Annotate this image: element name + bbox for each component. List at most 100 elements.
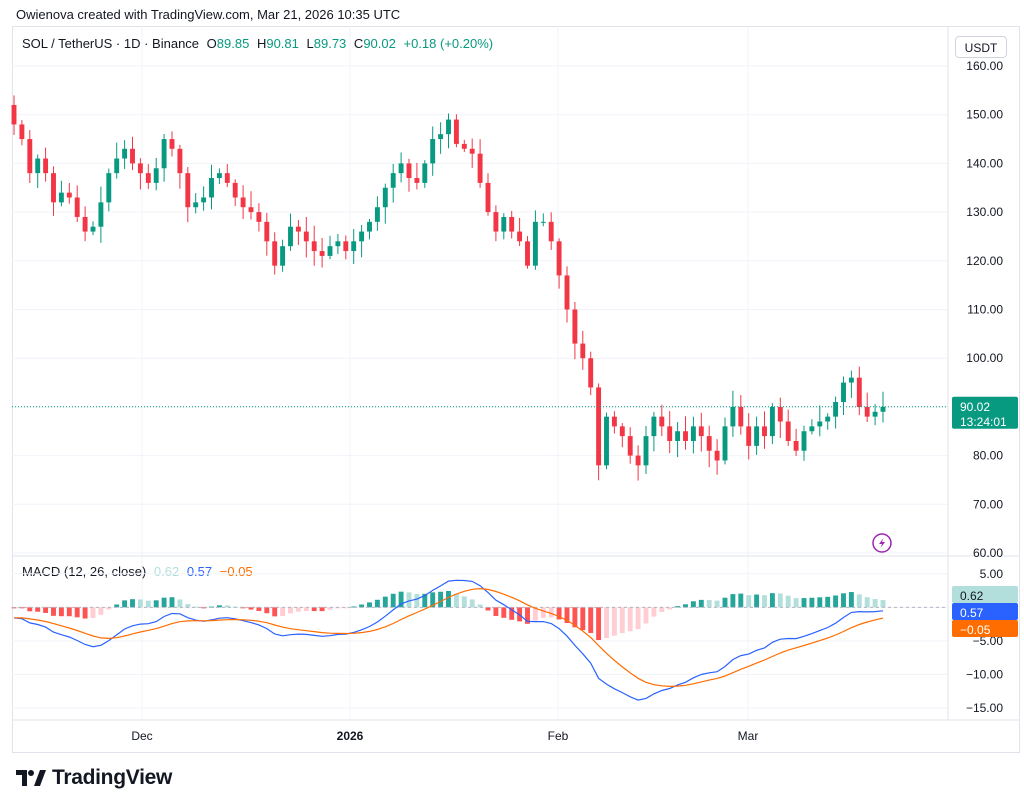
candle bbox=[367, 218, 372, 240]
candle-body bbox=[572, 309, 578, 344]
macd-title[interactable]: MACD (12, 26, close) bbox=[22, 564, 147, 579]
price-tick-label: 70.00 bbox=[973, 497, 1003, 511]
macd-hist-bar bbox=[351, 606, 357, 608]
candle bbox=[517, 217, 523, 247]
time-tick-label: Mar bbox=[738, 729, 759, 743]
candle-body bbox=[295, 226, 301, 232]
candle-body bbox=[651, 416, 657, 437]
macd-hist-bar bbox=[548, 607, 554, 618]
currency-unit-button[interactable]: USDT bbox=[955, 36, 1007, 58]
candle-body bbox=[706, 436, 712, 451]
price-tick-label: 60.00 bbox=[973, 546, 1003, 560]
candle bbox=[769, 403, 775, 445]
candle bbox=[564, 266, 570, 323]
candle bbox=[762, 411, 767, 449]
open-label: O bbox=[206, 36, 217, 51]
macd-hist-bar bbox=[746, 595, 752, 608]
macd-hist-bar bbox=[224, 605, 230, 608]
candle-body bbox=[145, 173, 151, 183]
candle-body bbox=[856, 377, 862, 407]
macd-hist-bar bbox=[619, 607, 625, 634]
candle bbox=[856, 366, 862, 416]
candle-body bbox=[430, 139, 436, 164]
macd-hist-bar bbox=[414, 593, 420, 608]
macd-hist-bar bbox=[690, 601, 696, 608]
candle bbox=[153, 157, 159, 191]
candle-body bbox=[730, 406, 736, 427]
candle bbox=[193, 193, 199, 214]
macd-hist-bar bbox=[738, 593, 744, 608]
candle bbox=[224, 164, 230, 188]
macd-hist-bar bbox=[667, 607, 673, 610]
macd-hist-bar bbox=[817, 597, 823, 608]
candle bbox=[390, 163, 396, 203]
svg-text:90.02: 90.02 bbox=[960, 400, 990, 414]
candle-body bbox=[446, 119, 451, 135]
candle bbox=[82, 206, 88, 242]
candle bbox=[461, 139, 467, 152]
macd-hist-bar bbox=[675, 606, 681, 608]
macd-hist-bar bbox=[153, 600, 159, 608]
candle bbox=[311, 225, 317, 266]
candle bbox=[635, 445, 641, 481]
macd-hist-bar bbox=[532, 607, 538, 621]
candle bbox=[833, 396, 839, 429]
candle bbox=[706, 425, 712, 468]
macd-hist-bar bbox=[382, 596, 388, 608]
candle-body bbox=[359, 231, 365, 242]
footer-logo[interactable]: TradingView bbox=[16, 766, 172, 790]
macd-tick-label: −10.00 bbox=[966, 667, 1003, 681]
candle-body bbox=[769, 406, 775, 437]
candle bbox=[374, 196, 380, 231]
candle-body bbox=[825, 416, 831, 422]
macd-hist-bar bbox=[706, 599, 712, 608]
candle-body bbox=[517, 231, 523, 242]
price-axis: 160.00 150.00 140.00 130.00 120.00 110.00 100.… bbox=[966, 59, 1003, 560]
candle-body bbox=[169, 139, 175, 149]
open-value: 89.85 bbox=[216, 36, 250, 51]
candle bbox=[216, 168, 222, 184]
candle-body bbox=[619, 426, 625, 437]
candle bbox=[690, 416, 696, 454]
candle-body bbox=[343, 241, 349, 252]
candle bbox=[335, 233, 341, 254]
symbol-label[interactable]: SOL / TetherUS · 1D · Binance bbox=[22, 36, 200, 51]
price-tick-label: 160.00 bbox=[966, 59, 1003, 73]
candle-body bbox=[817, 421, 823, 427]
candle bbox=[730, 390, 736, 437]
chart-svg[interactable]: 160.00 150.00 140.00 130.00 120.00 110.00 100.… bbox=[0, 0, 1024, 760]
candle-body bbox=[303, 231, 309, 242]
candle-body bbox=[414, 178, 420, 183]
candle-body bbox=[406, 163, 412, 179]
macd-hist-bar bbox=[193, 606, 199, 608]
macd-hist-bar bbox=[303, 607, 309, 612]
lightning-icon[interactable] bbox=[872, 533, 892, 553]
candle bbox=[27, 130, 33, 183]
candle-body bbox=[548, 221, 554, 242]
macd-hist-bar bbox=[240, 607, 246, 609]
candle bbox=[469, 138, 475, 168]
candle-body bbox=[469, 148, 475, 154]
candle bbox=[185, 166, 191, 223]
candle bbox=[596, 383, 602, 481]
candle bbox=[738, 395, 744, 435]
candle bbox=[414, 162, 420, 190]
candles bbox=[11, 95, 886, 481]
svg-text:13:24:01: 13:24:01 bbox=[960, 415, 1007, 429]
price-tick-label: 80.00 bbox=[973, 449, 1003, 463]
candle bbox=[817, 405, 823, 437]
price-tick-label: 120.00 bbox=[966, 254, 1003, 268]
macd-hist-bar bbox=[651, 607, 657, 617]
grid-lines bbox=[12, 26, 948, 720]
macd-hist-bar bbox=[82, 607, 88, 619]
macd-hist-bar bbox=[841, 593, 846, 608]
macd-hist-tag: 0.62 bbox=[952, 586, 1018, 603]
macd-hist-bar bbox=[295, 607, 301, 612]
chart-frame bbox=[12, 26, 1020, 753]
candle-body bbox=[51, 173, 56, 203]
candle-body bbox=[374, 207, 380, 222]
candle bbox=[43, 147, 49, 182]
macd-hist-bar bbox=[438, 591, 444, 608]
candle bbox=[446, 113, 451, 149]
candle bbox=[51, 166, 56, 216]
